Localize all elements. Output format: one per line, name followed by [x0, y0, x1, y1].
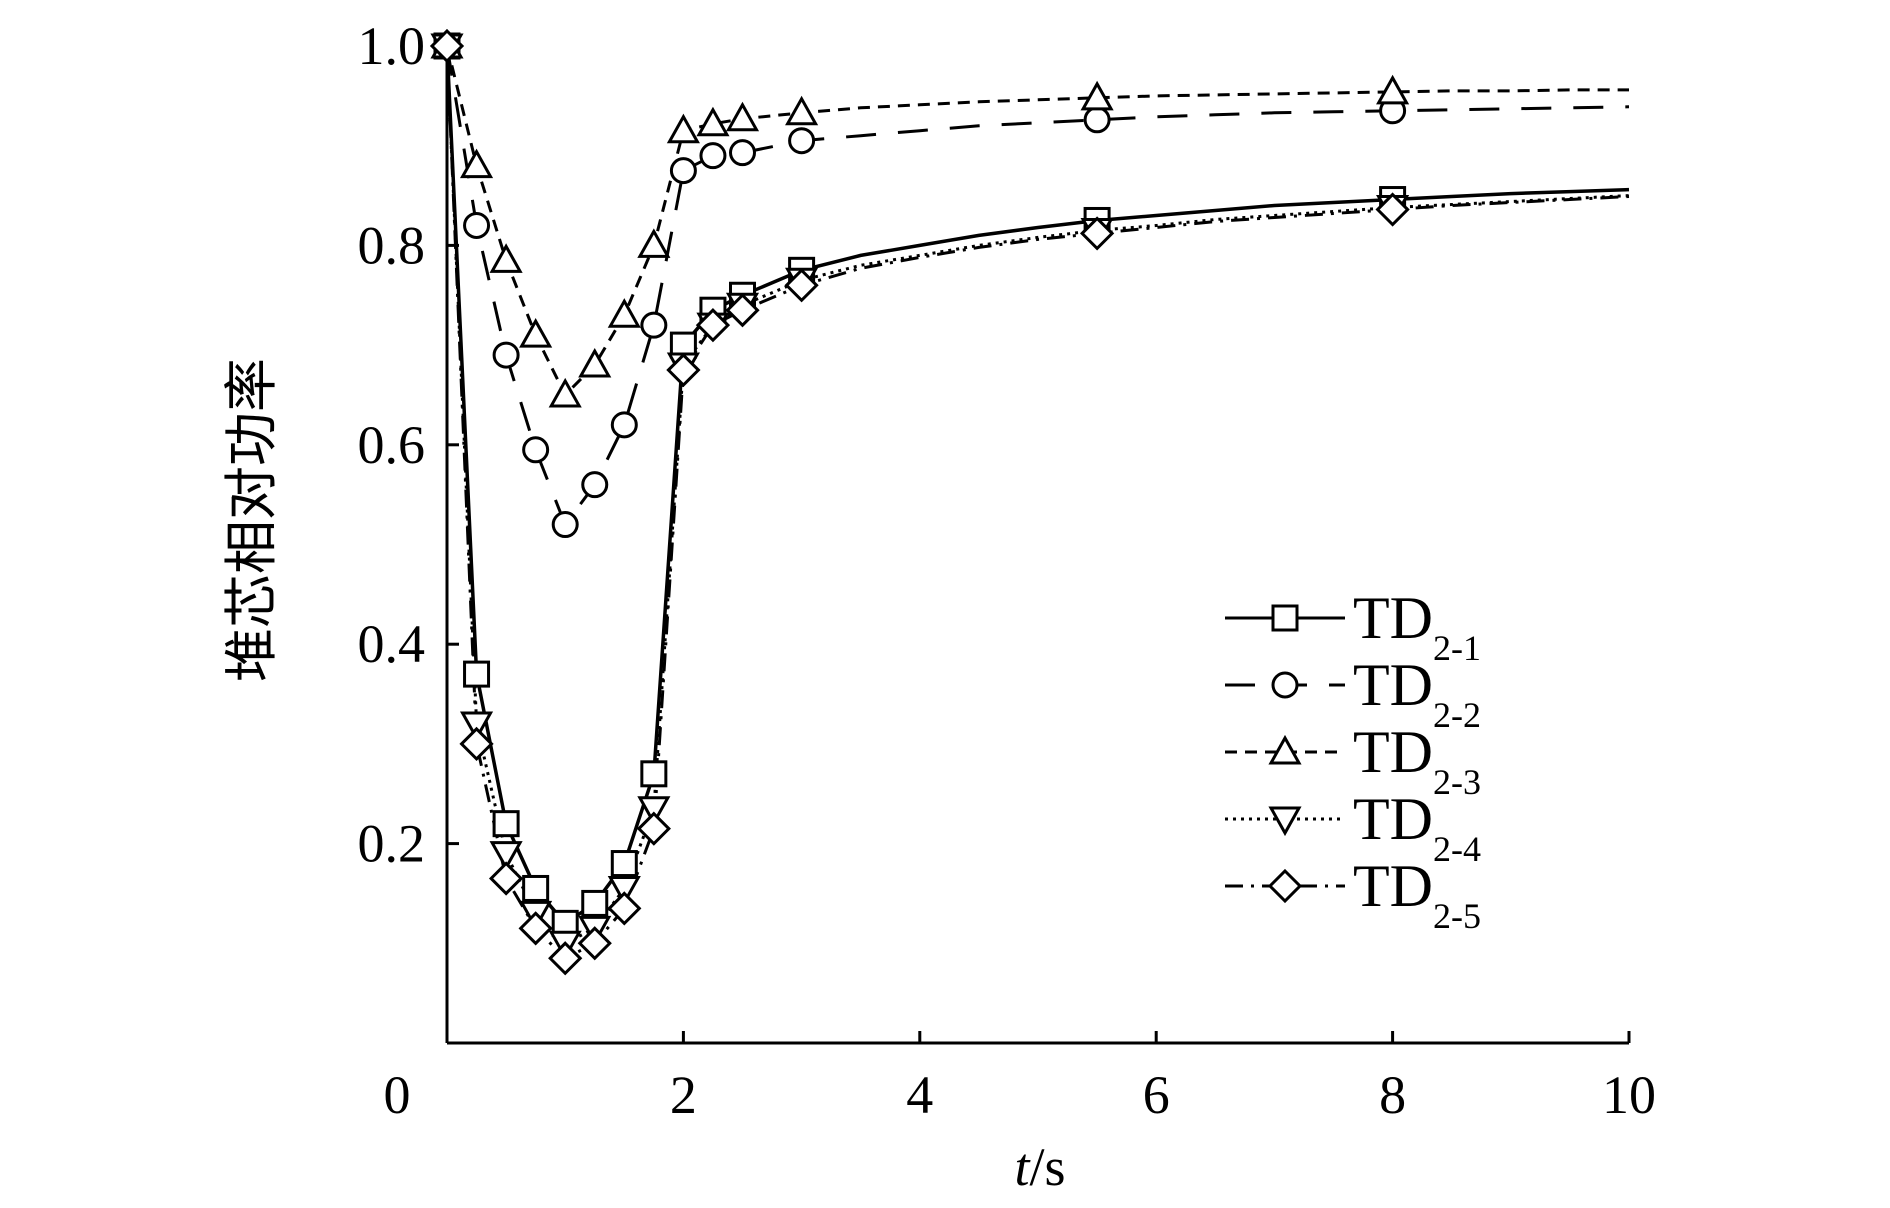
series-point-2-2 — [610, 411, 638, 439]
legend-label-2-2: TD2-2 — [1353, 652, 1481, 735]
legend-marker-2-1 — [1271, 604, 1299, 632]
series-point-2-3 — [666, 113, 700, 144]
series-point-2-2 — [788, 127, 816, 155]
series-point-2-5 — [488, 861, 524, 896]
series-point-2-1 — [581, 889, 609, 917]
series-point-2-5 — [784, 268, 819, 303]
x-tick-label: 2 — [670, 1065, 697, 1125]
series-point-2-5 — [459, 726, 494, 762]
series-point-2-2 — [669, 157, 697, 185]
series-point-2-1 — [463, 660, 491, 688]
plot-lines — [445, 45, 1630, 961]
x-tick-label: 6 — [1143, 1065, 1170, 1125]
series-point-2-5 — [636, 811, 671, 846]
axes: 0 2 4 6 8 10 0.2 0.4 0.6 0.8 1.0 — [358, 16, 1657, 1125]
series-point-2-3 — [1080, 80, 1114, 111]
series-point-2-4 — [489, 841, 523, 871]
y-tick-label: 1.0 — [358, 16, 426, 76]
series-point-2-1 — [640, 760, 668, 788]
series-point-2-3 — [725, 101, 760, 132]
series-point-2-5 — [725, 293, 760, 328]
legend-marker-2-4 — [1268, 806, 1302, 837]
series-point-2-2 — [522, 436, 550, 464]
x-tick-label: 0 — [384, 1065, 411, 1125]
series-point-2-2 — [581, 471, 609, 499]
series-point-2-1 — [610, 850, 638, 878]
series-point-2-2 — [463, 211, 491, 239]
series-point-2-2 — [699, 142, 727, 170]
x-axis-title-italic: t — [1014, 1137, 1031, 1197]
series-point-2-1 — [492, 810, 520, 838]
series-point-2-3 — [696, 106, 730, 137]
series-line-2-3 — [445, 45, 1629, 398]
series-point-2-1 — [522, 874, 550, 902]
series-point-2-2 — [1083, 106, 1111, 134]
series-point-2-5 — [1375, 192, 1410, 227]
legend-marker-2-5 — [1267, 868, 1303, 904]
series-line-2-4 — [445, 45, 1630, 946]
y-tick-label: 0.4 — [358, 614, 426, 674]
series-point-2-5 — [666, 352, 701, 388]
series-point-2-3 — [637, 228, 671, 258]
series-point-2-5 — [548, 941, 583, 976]
y-tick-label: 0.8 — [358, 215, 426, 275]
series-point-2-3 — [1376, 74, 1410, 105]
series-point-2-5 — [518, 911, 553, 946]
y-tick-label: 0.2 — [358, 814, 426, 874]
series-point-2-4 — [637, 796, 671, 826]
series-point-2-5 — [429, 28, 465, 64]
series-point-2-5 — [1079, 216, 1115, 251]
series-point-2-2 — [492, 341, 520, 369]
x-tick-label: 8 — [1379, 1065, 1406, 1125]
series-point-2-2 — [551, 511, 579, 539]
series-line-2-5 — [445, 45, 1630, 961]
series-point-2-3 — [519, 318, 553, 348]
legend-label-2-5: TD2-5 — [1353, 853, 1481, 936]
series-point-2-3 — [607, 298, 641, 328]
series-point-2-3 — [548, 377, 582, 408]
y-tick-label: 0.6 — [358, 415, 426, 475]
legend-label-2-4: TD2-4 — [1353, 786, 1481, 869]
x-axis-title-unit: /s — [1029, 1137, 1065, 1197]
series-point-2-2 — [729, 139, 756, 167]
series-point-2-2 — [640, 311, 668, 339]
legend-label-2-3: TD2-3 — [1353, 719, 1481, 802]
x-axis-title: t/s — [1014, 1137, 1065, 1197]
series-line-2-2 — [445, 45, 1630, 528]
series-point-2-3 — [489, 243, 523, 273]
y-axis-title: 堆芯相对功率 — [222, 358, 282, 682]
x-tick-label: 4 — [906, 1065, 933, 1125]
legend-marker-2-2 — [1271, 671, 1299, 699]
legend-label-2-1: TD2-1 — [1353, 585, 1481, 668]
series-point-2-5 — [695, 308, 731, 343]
series-point-2-5 — [577, 926, 612, 961]
legend-marker-2-3 — [1268, 734, 1302, 765]
series-point-2-4 — [607, 875, 641, 906]
series-point-2-3 — [785, 95, 819, 126]
series-point-2-3 — [459, 148, 494, 179]
series-point-2-5 — [607, 891, 642, 926]
plot-markers — [429, 28, 1410, 976]
series-point-2-3 — [578, 347, 612, 378]
x-tick-label: 10 — [1602, 1065, 1656, 1125]
series-point-2-4 — [459, 711, 494, 742]
